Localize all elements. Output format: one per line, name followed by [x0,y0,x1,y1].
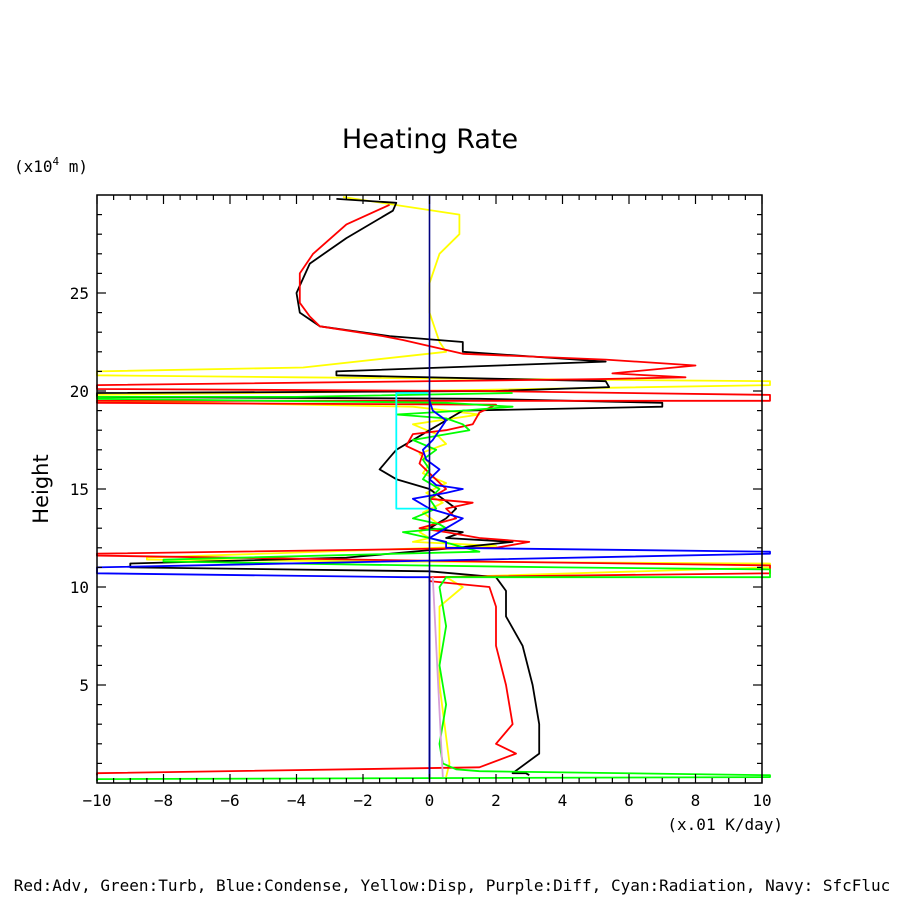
tick-layer: −10 −8 −6 −4 −2 0 2 4 6 8 10 5 10 15 20 25 [70,195,772,810]
series-line-6 [395,392,428,510]
y-unit-suffix: m) [59,157,88,176]
legend-text: Red:Adv, Green:Turb, Blue:Condense, Yell… [14,876,891,895]
series-line-1 [96,198,664,776]
x-tick-label: 8 [691,791,701,810]
x-tick-label: −8 [154,791,173,810]
y-unit-label: (x104 m) [14,155,88,176]
y-tick-label: 25 [70,284,89,303]
series-line-5 [431,577,444,778]
y-tick-label: 10 [70,578,89,597]
x-tick-label: 10 [752,791,771,810]
series-line-0 [96,196,771,778]
y-tick-label: 15 [70,480,89,499]
y-axis-label: Height [29,454,53,523]
series-line-4 [96,391,771,778]
series-layer [96,196,771,782]
x-tick-label: −10 [83,791,112,810]
series-line-2 [96,203,771,776]
x-tick-label: 4 [558,791,568,810]
x-axis-label: (x.01 K/day) [667,815,783,834]
x-tick-label: −6 [220,791,239,810]
chart-title: Heating Rate [342,124,518,155]
y-unit-exponent: 4 [53,155,60,168]
y-tick-label: 5 [79,676,89,695]
x-tick-label: 2 [491,791,501,810]
x-tick-label: −2 [353,791,372,810]
y-unit-prefix: (x10 [14,157,53,176]
x-tick-label: 0 [425,791,435,810]
y-tick-label: 20 [70,382,89,401]
x-tick-label: −4 [287,791,306,810]
x-tick-label: 6 [624,791,634,810]
